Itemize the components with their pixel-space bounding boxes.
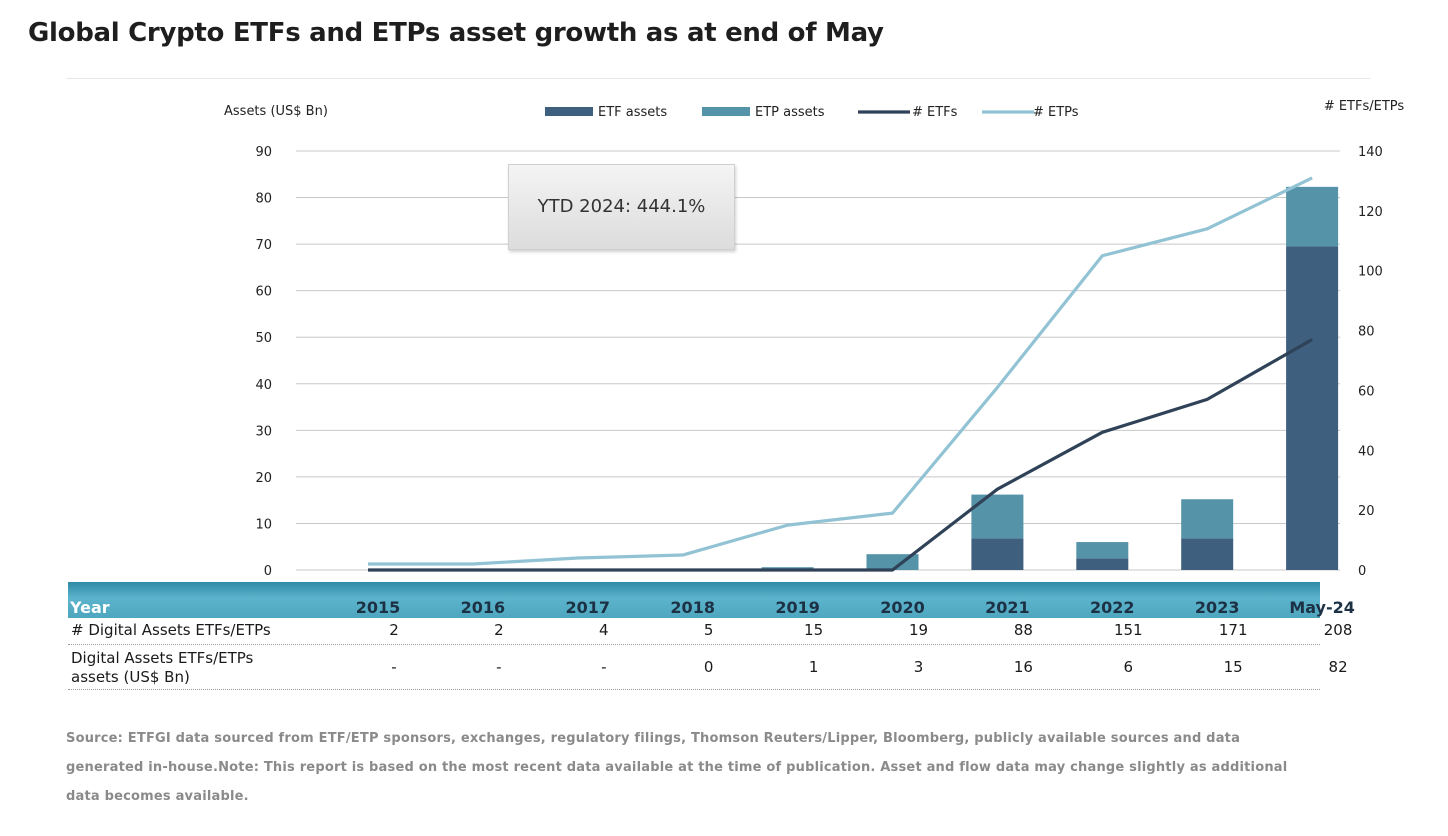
y-right-tick-label: 0 (1358, 564, 1366, 579)
etfs-count-line (368, 338, 1313, 572)
y-left-tick-label: 80 (255, 192, 272, 207)
table-header-year: 2019 (775, 598, 820, 617)
table-header-row: Year 2015 2016 2017 2018 2019 2020 2021 2022 202… (68, 582, 1355, 618)
table-header-year: 2016 (460, 598, 506, 617)
y-right-tick-label: 40 (1358, 444, 1375, 459)
y-left-axis-label: Assets (US$ Bn) (224, 104, 328, 119)
table-cell-assets: - (496, 658, 502, 676)
table-row-label: # Digital Assets ETFs/ETPs (71, 621, 271, 639)
ytd-annotation-box: YTD 2024: 444.1% (508, 164, 735, 250)
y-left-tick-label: 0 (264, 564, 272, 579)
table-cell-count: 2 (389, 621, 399, 639)
y-left-tick-label: 60 (255, 285, 272, 300)
table-cell-count: 15 (804, 621, 824, 639)
y-right-tick-label: 120 (1358, 205, 1383, 220)
legend-etp-assets-label: ETP assets (755, 105, 825, 120)
table-header-year: May-24 (1289, 598, 1355, 617)
table-cell-count: 19 (908, 621, 929, 639)
page-title: Global Crypto ETFs and ETPs asset growth… (28, 18, 884, 48)
table-row-label-line1: Digital Assets ETFs/ETPs (71, 649, 254, 667)
y-left-tick-label: 10 (255, 517, 272, 532)
table-cell-count: 151 (1113, 621, 1143, 639)
table-header-year: 2017 (565, 598, 611, 617)
data-table: Year 2015 2016 2017 2018 2019 2020 2021 2022 202… (68, 582, 1355, 690)
legend-etf-assets-swatch (545, 107, 593, 116)
etp-assets-bar (971, 494, 1024, 539)
table-header-year: 2018 (670, 598, 715, 617)
table-cell-assets: 82 (1328, 658, 1348, 676)
table-header-year: 2015 (355, 598, 401, 617)
y-left-tick-label: 70 (255, 238, 272, 253)
table-row-label-line2: assets (US$ Bn) (71, 668, 190, 686)
table-cell-assets: - (391, 658, 397, 676)
table-header-year: 2022 (1090, 598, 1135, 617)
table-cell-assets: 15 (1223, 658, 1243, 676)
table-cell-count: 171 (1218, 621, 1248, 639)
etf-assets-bar (1076, 558, 1129, 570)
legend-etfs-count-label: # ETFs (912, 105, 958, 120)
table-cell-assets: 6 (1123, 658, 1134, 676)
y-left-tick-label: 20 (255, 471, 272, 486)
etf-assets-bar (971, 538, 1024, 570)
y-left-tick-label: 30 (255, 424, 272, 439)
table-cell-assets: 16 (1013, 658, 1033, 676)
source-note: Source: ETFGI data sourced from ETF/ETP … (66, 731, 1288, 804)
legend-etps-count-label: # ETPs (1033, 105, 1079, 120)
etp-assets-bar (1286, 186, 1339, 247)
table-header-year: 2023 (1194, 598, 1240, 617)
y-right-tick-label: 100 (1358, 265, 1383, 280)
y-left-tick-label: 90 (255, 145, 272, 160)
table-header-year: 2021 (985, 598, 1030, 617)
table-cell-count: 4 (599, 621, 609, 639)
legend-etf-assets-label: ETF assets (598, 105, 667, 120)
y-right-tick-label: 80 (1358, 325, 1375, 340)
ytd-annotation-text: YTD 2024: 444.1% (537, 196, 706, 217)
table-row-assets: Digital Assets ETFs/ETPs assets (US$ Bn)… (68, 645, 1348, 690)
etf-assets-bar (1286, 246, 1339, 570)
etf-assets-bar (1181, 538, 1234, 570)
table-header-year: 2020 (880, 598, 925, 617)
y-left-tick-label: 40 (255, 378, 272, 393)
title-divider (66, 78, 1370, 79)
y-right-tick-label: 20 (1358, 504, 1375, 519)
table-cell-count: 208 (1323, 621, 1353, 639)
etp-assets-bar (1076, 542, 1129, 559)
y-left-tick-label: 50 (255, 331, 272, 346)
table-cell-assets: 3 (913, 658, 924, 676)
y-right-tick-label: 140 (1358, 145, 1383, 160)
table-header-year-label: Year (70, 598, 110, 617)
table-cell-count: 2 (494, 621, 504, 639)
legend-etp-assets-swatch (702, 107, 750, 116)
table-cell-count: 5 (703, 621, 714, 639)
y-right-axis-label: # ETFs/ETPs (1324, 99, 1405, 114)
table-cell-assets: 0 (703, 658, 714, 676)
etps-count-line (368, 176, 1313, 566)
table-row-count: # Digital Assets ETFs/ETPs 2 2 4 5 15 19 88 151… (68, 618, 1352, 645)
etp-assets-bar (1181, 499, 1234, 539)
table-cell-count: 88 (1013, 621, 1033, 639)
table-cell-assets: - (601, 658, 607, 676)
table-cell-assets: 1 (808, 658, 819, 676)
y-right-tick-label: 60 (1358, 384, 1375, 399)
